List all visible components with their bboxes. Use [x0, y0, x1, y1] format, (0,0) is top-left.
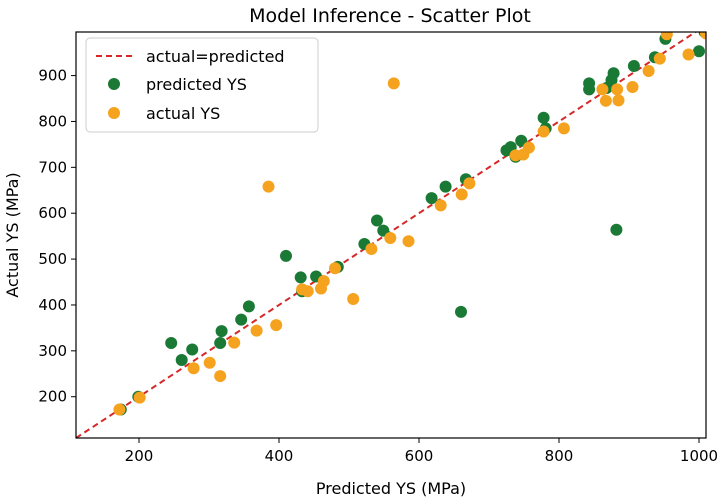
chart-title: Model Inference - Scatter Plot [249, 5, 531, 27]
predicted-point [455, 305, 467, 318]
y-tick-label: 700 [38, 158, 67, 176]
actual-point [599, 94, 612, 107]
predicted-point [215, 325, 228, 338]
x-tick-label: 1000 [680, 447, 718, 465]
actual-point [347, 292, 360, 305]
predicted-point [186, 343, 199, 356]
actual-point [537, 125, 550, 138]
actual-point [557, 122, 570, 135]
predicted-point [165, 337, 178, 350]
actual-point [700, 32, 706, 40]
x-tick-label: 600 [405, 447, 434, 465]
actual-point [228, 336, 241, 349]
predicted-point [425, 192, 438, 205]
actual-point [642, 64, 655, 77]
x-tick-label: 800 [545, 447, 574, 465]
legend-label-predicted: predicted YS [146, 75, 247, 94]
actual-point [250, 324, 263, 337]
predicted-point [214, 337, 227, 350]
actual-point [596, 83, 609, 96]
predicted-point [627, 59, 640, 72]
legend-marker-actual [108, 107, 120, 119]
actual-point [384, 231, 397, 244]
actual-point [463, 177, 476, 190]
actual-point [626, 81, 639, 94]
actual-point [365, 242, 378, 255]
legend: actual=predicted predicted YS actual YS [85, 37, 319, 133]
x-tick-label: 200 [125, 447, 154, 465]
actual-point [402, 235, 415, 248]
actual-point [611, 83, 624, 96]
actual-point [214, 370, 227, 383]
legend-marker-predicted [108, 78, 120, 90]
actual-point [317, 275, 330, 288]
plot-frame [75, 31, 707, 439]
y-tick-label: 900 [38, 67, 67, 85]
actual-point [612, 94, 625, 107]
y-tick-label: 500 [38, 250, 67, 268]
x-tick-label: 400 [265, 447, 294, 465]
actual-point [682, 48, 695, 61]
legend-label-actual: actual YS [146, 104, 220, 123]
actual-point [270, 319, 283, 332]
predicted-point [371, 214, 383, 227]
predicted-point [610, 223, 623, 236]
actual-point [653, 52, 666, 65]
actual-point [455, 188, 468, 201]
predicted-point [515, 134, 528, 147]
predicted-point [607, 67, 620, 80]
predicted-point [280, 249, 292, 262]
predicted-point [175, 354, 188, 367]
actual-point [301, 285, 314, 298]
legend-label-refline: actual=predicted [146, 47, 285, 66]
actual-point [133, 391, 146, 404]
y-axis-label: Actual YS (MPa) [3, 172, 22, 297]
predicted-point [537, 111, 550, 124]
predicted-point [439, 180, 452, 193]
y-tick-label: 600 [38, 204, 67, 222]
actual-point [329, 262, 341, 275]
predicted-point [583, 77, 596, 90]
actual-point [113, 403, 126, 416]
y-tick-label: 200 [38, 388, 67, 406]
legend-box [85, 37, 319, 133]
actual-point [434, 199, 447, 212]
actual-point [262, 180, 275, 193]
actual-point [187, 362, 200, 375]
predicted-point [693, 45, 705, 58]
actual-point [522, 141, 535, 154]
predicted-point [294, 271, 307, 284]
predicted-point [235, 313, 248, 326]
actual-point [203, 356, 216, 369]
x-axis-label: Predicted YS (MPa) [316, 479, 466, 498]
reference-line [76, 32, 698, 438]
predicted-point [242, 300, 255, 313]
y-tick-label: 800 [38, 112, 67, 130]
actual-point [387, 77, 400, 90]
y-tick-label: 300 [38, 342, 67, 360]
y-tick-label: 400 [38, 296, 67, 314]
actual-point [660, 32, 673, 41]
